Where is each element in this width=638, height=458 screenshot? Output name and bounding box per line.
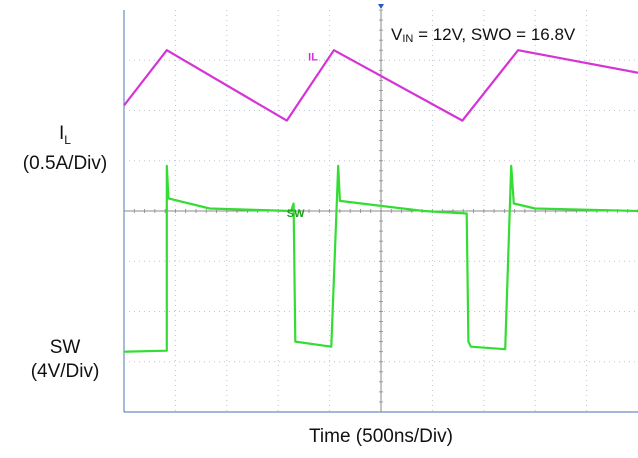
grid <box>124 4 638 412</box>
sw-axis-label: SW (4V/Div) <box>4 336 126 384</box>
il-axis-label: IL (0.5A/Div) <box>4 122 126 176</box>
trace-tag-il: IL <box>308 51 318 63</box>
x-axis-label: Time (500ns/Div) <box>124 426 638 448</box>
conditions-annotation: VIN = 12V, SWO = 16.8V <box>391 25 575 45</box>
trigger-marker <box>378 4 384 9</box>
trace-tag-sw: SW <box>287 208 305 220</box>
